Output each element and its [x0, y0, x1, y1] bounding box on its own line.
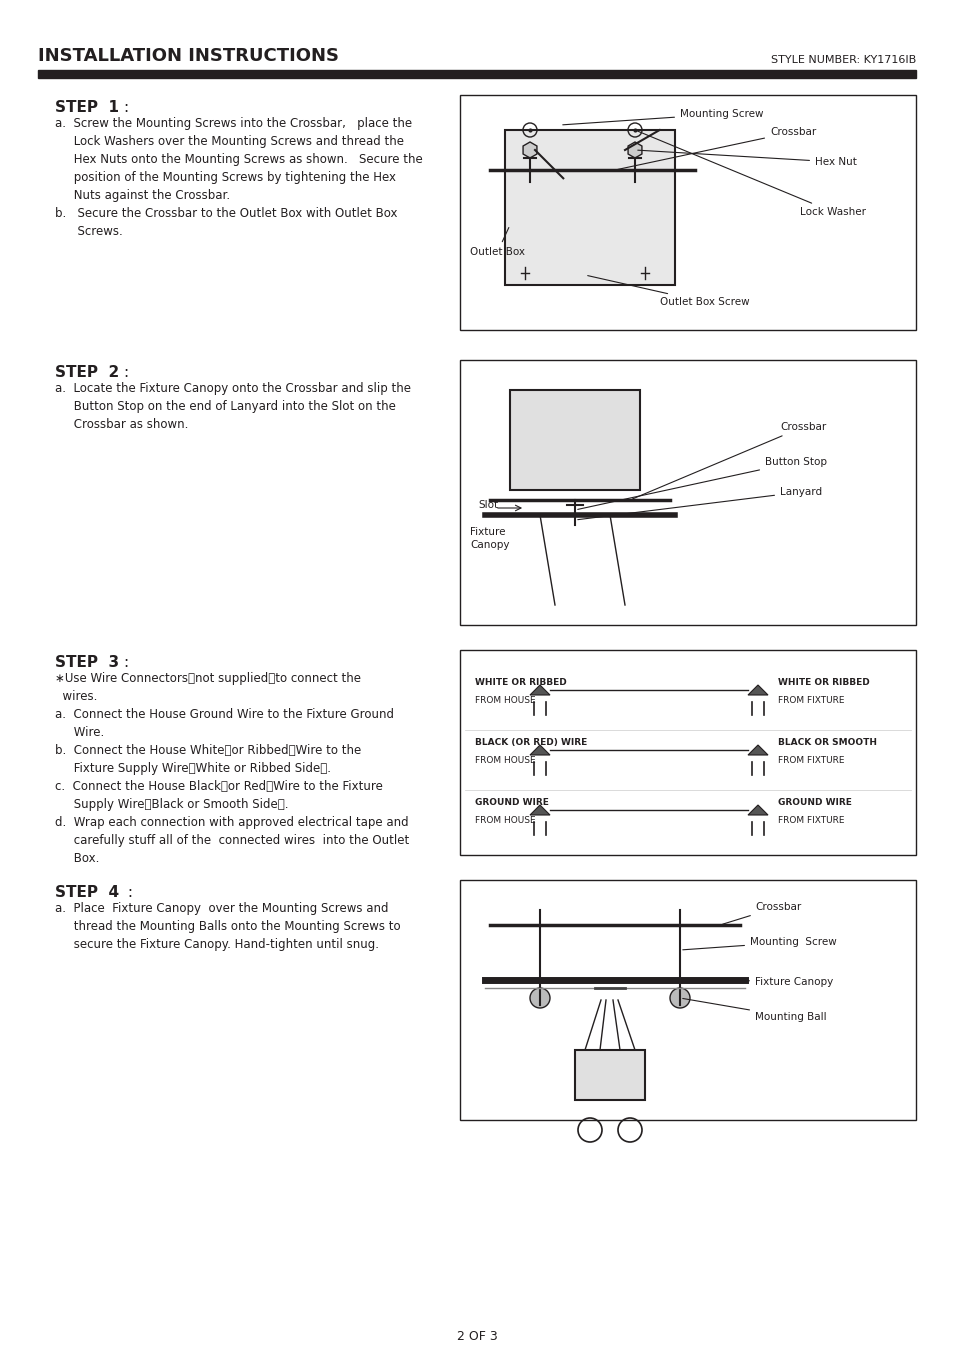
Text: a.  Place  Fixture Canopy  over the Mounting Screws and
     thread the Mounting: a. Place Fixture Canopy over the Mountin… — [55, 902, 400, 951]
Text: BLACK (OR RED) WIRE: BLACK (OR RED) WIRE — [475, 738, 587, 747]
Text: Lanyard: Lanyard — [578, 486, 821, 520]
Text: STEP  1: STEP 1 — [55, 100, 119, 115]
Text: :: : — [123, 365, 128, 380]
Bar — [459, 650, 915, 855]
Text: 2 OF 3: 2 OF 3 — [456, 1329, 497, 1343]
Bar — [510, 390, 639, 490]
Polygon shape — [747, 744, 767, 755]
Text: FROM HOUSE: FROM HOUSE — [475, 696, 535, 705]
Text: Mounting  Screw: Mounting Screw — [682, 938, 836, 950]
Text: Mounting Screw: Mounting Screw — [562, 109, 762, 124]
Text: FROM FIXTURE: FROM FIXTURE — [778, 757, 843, 765]
Text: :: : — [123, 885, 132, 900]
Polygon shape — [530, 805, 550, 815]
Text: ∗Use Wire Connectors（not supplied）to connect the
  wires.
a.  Connect the House : ∗Use Wire Connectors（not supplied）to con… — [55, 671, 409, 865]
Text: FROM FIXTURE: FROM FIXTURE — [778, 696, 843, 705]
Circle shape — [530, 988, 550, 1008]
Circle shape — [669, 988, 689, 1008]
Text: WHITE OR RIBBED: WHITE OR RIBBED — [778, 678, 869, 688]
Text: Crossbar: Crossbar — [617, 127, 816, 169]
Text: :: : — [123, 655, 128, 670]
Text: Crossbar: Crossbar — [722, 902, 801, 924]
Text: INSTALLATION INSTRUCTIONS: INSTALLATION INSTRUCTIONS — [38, 47, 338, 65]
Text: Fixture
Canopy: Fixture Canopy — [470, 527, 509, 550]
Text: STYLE NUMBER: KY1716IB: STYLE NUMBER: KY1716IB — [770, 55, 915, 65]
Text: STEP  2: STEP 2 — [55, 365, 119, 380]
Bar — [575, 1050, 644, 1100]
Bar — [459, 359, 915, 626]
Text: FROM HOUSE: FROM HOUSE — [475, 757, 535, 765]
Text: Outlet Box Screw: Outlet Box Screw — [587, 276, 749, 307]
Text: Outlet Box: Outlet Box — [470, 227, 524, 257]
Text: Crossbar: Crossbar — [632, 422, 825, 499]
Text: Slot: Slot — [477, 500, 497, 509]
Text: Lock Washer: Lock Washer — [637, 131, 865, 218]
Bar — [459, 95, 915, 330]
Text: FROM FIXTURE: FROM FIXTURE — [778, 816, 843, 825]
Polygon shape — [747, 805, 767, 815]
Polygon shape — [530, 744, 550, 755]
Bar — [504, 130, 675, 285]
Bar — [459, 880, 915, 1120]
Text: a.  Locate the Fixture Canopy onto the Crossbar and slip the
     Button Stop on: a. Locate the Fixture Canopy onto the Cr… — [55, 382, 411, 431]
Polygon shape — [747, 685, 767, 694]
Text: GROUND WIRE: GROUND WIRE — [475, 798, 548, 807]
Text: :: : — [123, 100, 128, 115]
Text: Fixture Canopy: Fixture Canopy — [722, 977, 832, 988]
Bar — [38, 70, 915, 78]
Text: STEP  4: STEP 4 — [55, 885, 119, 900]
Text: a.  Screw the Mounting Screws into the Crossbar,   place the
     Lock Washers o: a. Screw the Mounting Screws into the Cr… — [55, 118, 422, 238]
Polygon shape — [530, 685, 550, 694]
Text: WHITE OR RIBBED: WHITE OR RIBBED — [475, 678, 566, 688]
Text: FROM HOUSE: FROM HOUSE — [475, 816, 535, 825]
Text: GROUND WIRE: GROUND WIRE — [778, 798, 851, 807]
Text: BLACK OR SMOOTH: BLACK OR SMOOTH — [778, 738, 876, 747]
Text: STEP  3: STEP 3 — [55, 655, 119, 670]
Text: Button Stop: Button Stop — [578, 457, 826, 509]
Text: Hex Nut: Hex Nut — [638, 150, 856, 168]
Text: Mounting Ball: Mounting Ball — [682, 998, 825, 1021]
